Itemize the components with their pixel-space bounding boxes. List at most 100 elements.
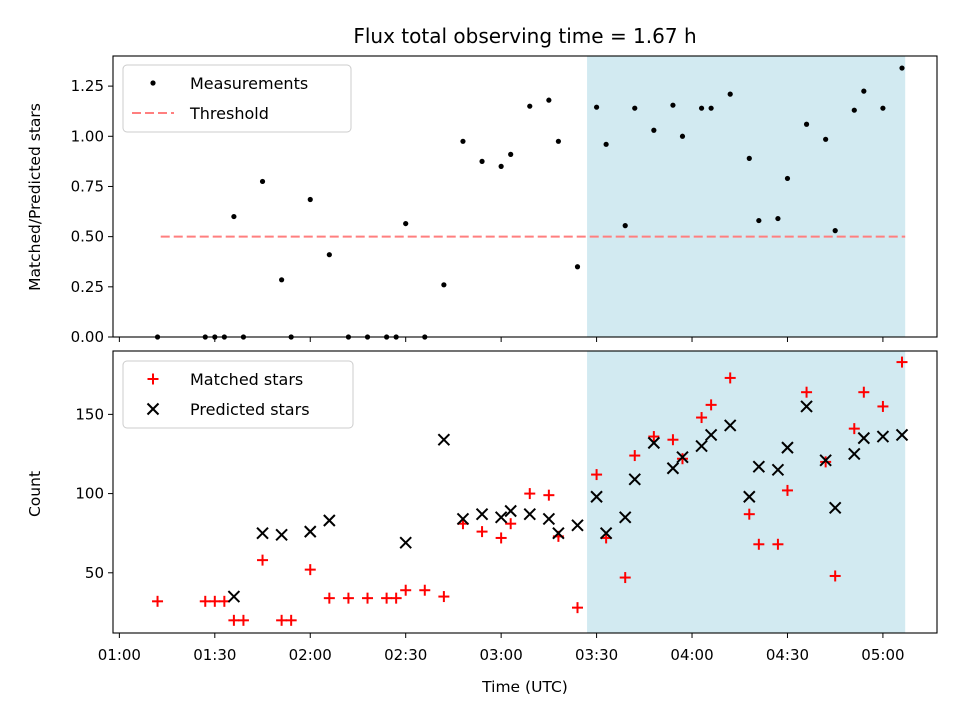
x-tick-label: 04:30 — [766, 646, 809, 664]
top-series-measurements-point — [403, 220, 409, 227]
bottom-series-predicted-stars-point — [619, 511, 632, 524]
top-y-tick-label: 1.00 — [71, 127, 104, 145]
top-series-measurements-point — [679, 133, 686, 139]
top-y-axis-label: Matched/Predicted stars — [26, 103, 44, 291]
bottom-series-matched-stars-point — [342, 592, 354, 604]
bottom-series-matched-stars-point — [619, 572, 631, 584]
bottom-series-predicted-stars-point-b — [695, 439, 708, 453]
bottom-series-predicted-stars-point — [666, 462, 680, 475]
bottom-series-predicted-stars-point-b — [828, 501, 842, 515]
top-series-measurements-point — [746, 155, 752, 161]
x-tick-label: 03:30 — [575, 646, 618, 664]
top-series-measurements-point — [698, 105, 705, 111]
bottom-series-predicted-stars-point-b — [542, 512, 556, 526]
bottom-series-matched-stars-point — [801, 386, 813, 398]
bottom-series-predicted-stars-point-b — [743, 490, 756, 503]
bottom-series-predicted-stars-point — [256, 526, 269, 540]
top-highlight-span — [587, 56, 906, 337]
bottom-series-predicted-stars-point-b — [781, 441, 794, 454]
bottom-series-matched-stars-point — [476, 526, 488, 538]
bottom-series-predicted-stars-point-b — [456, 512, 470, 526]
bottom-series-predicted-stars-point-b — [504, 504, 517, 518]
top-y-tick-label: 0.00 — [71, 328, 104, 346]
bottom-series-matched-stars-point — [495, 532, 507, 544]
top-series-measurements-point — [479, 158, 485, 164]
bottom-series-predicted-stars-point-b — [848, 447, 861, 461]
bottom-series-predicted-stars-point-b — [590, 490, 603, 503]
bottom-series-matched-stars-point — [276, 614, 288, 626]
top-y-tick-label: 0.75 — [71, 177, 104, 195]
bottom-series-predicted-stars-point-b — [895, 428, 909, 442]
top-series-measurements-point — [508, 151, 514, 157]
top-legend-entry-measurements-label: Measurements — [190, 74, 308, 93]
top-series-measurements-point — [460, 138, 466, 144]
bottom-series-matched-stars-point — [858, 386, 870, 398]
top-series-measurements-point — [441, 282, 447, 288]
bottom-legend-entry-predicted-stars-swatch — [146, 402, 160, 416]
top-series-measurements-point — [307, 196, 313, 203]
bottom-series-predicted-stars-point — [857, 431, 871, 445]
bottom-series-matched-stars-point — [505, 518, 517, 530]
bottom-series-matched-stars-point — [781, 484, 793, 496]
x-tick-label: 05:00 — [861, 646, 904, 664]
bottom-series-predicted-stars-point — [552, 526, 565, 540]
bottom-series-predicted-stars-point-b — [876, 430, 890, 443]
bottom-series-predicted-stars-point — [819, 454, 832, 467]
top-series-measurements-point — [498, 163, 504, 169]
bottom-series-matched-stars-point — [362, 592, 374, 604]
bottom-series-predicted-stars-point-b — [494, 511, 508, 524]
bottom-series-predicted-stars-point-b — [399, 536, 412, 549]
bottom-legend-entry-matched-stars-label: Matched stars — [190, 370, 303, 389]
bottom-series-predicted-stars-point — [475, 507, 489, 521]
bottom-series-matched-stars-point — [257, 554, 269, 566]
top-series-measurements-point — [326, 252, 332, 258]
top-series-measurements-point — [756, 217, 762, 224]
bottom-axes-frame — [112, 350, 938, 634]
bottom-series-matched-stars-point — [152, 595, 164, 607]
top-y-tick-label: 0.25 — [71, 278, 104, 296]
bottom-series-predicted-stars-point-b — [676, 450, 689, 464]
top-y-tick-label: 0.50 — [71, 228, 104, 246]
top-axes-frame — [112, 55, 938, 338]
top-series-measurements-point — [603, 141, 609, 147]
bottom-series-predicted-stars-point — [323, 514, 336, 527]
top-series-measurements-point — [555, 138, 562, 144]
bottom-series-matched-stars-point — [543, 489, 555, 501]
bottom-series-predicted-stars-point — [695, 439, 708, 453]
bottom-series-predicted-stars-point-b — [704, 428, 718, 442]
bottom-series-predicted-stars-point — [599, 526, 613, 540]
bottom-series-predicted-stars-point — [628, 473, 641, 486]
bottom-series-matched-stars-point — [629, 450, 641, 462]
bottom-series-predicted-stars-point — [647, 436, 661, 450]
bottom-series-predicted-stars-point — [494, 511, 508, 524]
top-series-measurements-point — [851, 107, 857, 113]
bottom-series-predicted-stars-point — [399, 536, 412, 549]
top-series-measurements-point — [861, 88, 867, 94]
bottom-series-matched-stars-point — [676, 453, 688, 465]
bottom-series-matched-stars-point — [724, 372, 736, 384]
bottom-series-matched-stars-point — [743, 508, 755, 520]
bottom-series-predicted-stars-point-b — [819, 454, 832, 467]
bottom-series-matched-stars-point — [524, 488, 536, 500]
bottom-series-matched-stars-point — [753, 538, 765, 550]
bottom-series-predicted-stars-point-b — [323, 514, 336, 527]
x-tick-label: 01:00 — [98, 646, 141, 664]
top-series-measurements-point — [775, 215, 781, 222]
top-series-measurements-point — [574, 264, 581, 270]
top-series-measurements-point — [727, 91, 733, 97]
bottom-series-matched-stars-point — [772, 538, 784, 550]
bottom-series-predicted-stars-point-b — [437, 433, 451, 446]
top-series-measurements-point — [593, 104, 600, 110]
bottom-series-predicted-stars-point — [523, 507, 536, 521]
bottom-series-matched-stars-point — [285, 614, 297, 626]
bottom-series-matched-stars-point — [419, 584, 431, 596]
bottom-series-predicted-stars-point — [227, 590, 241, 603]
bottom-series-matched-stars-point — [848, 423, 860, 435]
bottom-series-predicted-stars-point — [752, 460, 766, 473]
bottom-series-predicted-stars-point — [781, 441, 794, 454]
bottom-series-predicted-stars-point — [542, 512, 556, 526]
bottom-series-matched-stars-point — [199, 595, 211, 607]
bottom-series-predicted-stars-point — [456, 512, 470, 526]
bottom-series-predicted-stars-point-b — [227, 590, 241, 603]
bottom-series-predicted-stars-point — [304, 525, 317, 538]
